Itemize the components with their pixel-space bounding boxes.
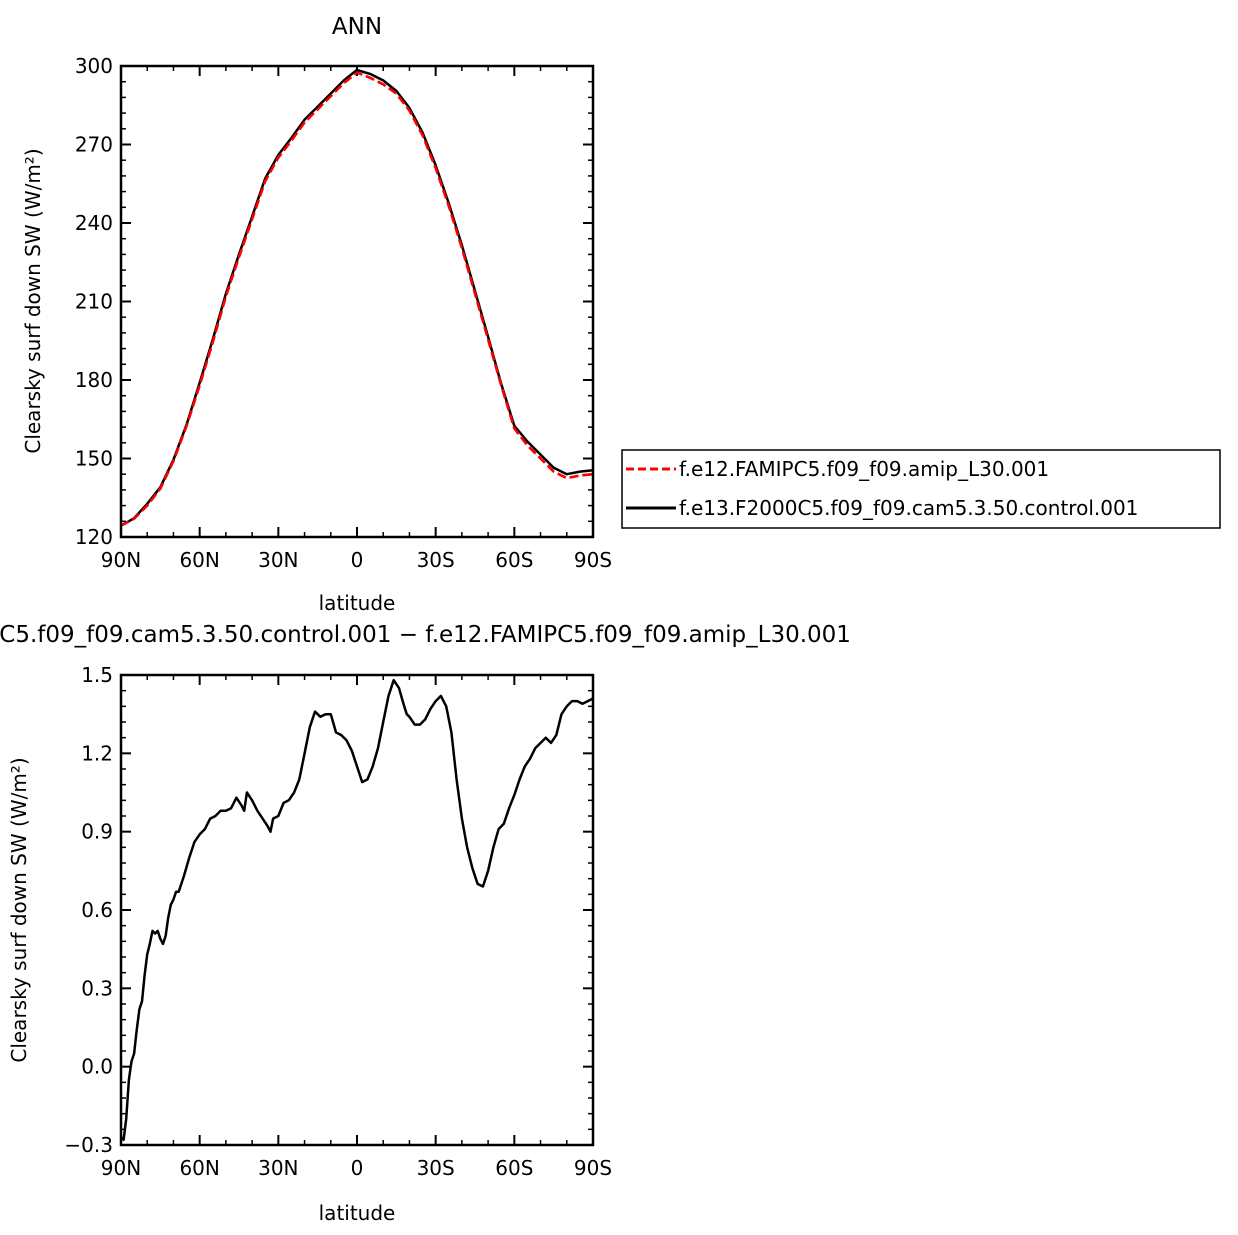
legend-box: [621, 449, 1221, 529]
bottom-x-axis-label: latitude: [319, 1201, 396, 1225]
top-x-tick-label: 30N: [258, 548, 298, 572]
bottom-x-tick-label: 30N: [258, 1156, 298, 1180]
bottom-chart-title: f.e13.F2000C5.f09_f09.cam5.3.50.control.…: [0, 622, 851, 648]
top-series-group: [120, 68, 594, 527]
legend-label-amip: f.e12.FAMIPC5.f09_f09.amip_L30.001: [679, 457, 1049, 481]
top-plot-frame: [119, 64, 595, 539]
top-chart-title: ANN: [332, 14, 382, 40]
bottom-x-tick-label: 90N: [101, 1156, 141, 1180]
top-x-tick-label: 30S: [417, 548, 455, 572]
top-y-tick-label: 120: [75, 525, 113, 549]
legend-label-control: f.e13.F2000C5.f09_f09.cam5.3.50.control.…: [679, 496, 1138, 520]
top-x-tick-label: 90S: [574, 548, 612, 572]
bottom-y-tick-label: 0.3: [81, 976, 113, 1000]
top-y-tick-label: 300: [75, 54, 113, 78]
bottom-y-tick-label: 0.9: [81, 820, 113, 844]
bottom-axis-ticks: 90N 60N 30N 0 30S 60S 90S −0.3 0.0 0.3 0.6 0.9 1.2 1.…: [64, 663, 612, 1180]
top-series-line-overlay-0: [120, 71, 594, 527]
bottom-y-tick-label: 1.5: [81, 663, 113, 687]
top-x-tick-label: 60S: [495, 548, 533, 572]
legend: f.e12.FAMIPC5.f09_f09.amip_L30.001 f.e13…: [621, 449, 1221, 529]
top-x-tick-label: 90N: [101, 548, 141, 572]
bottom-x-tick-label: 60N: [179, 1156, 219, 1180]
top-x-axis-label: latitude: [319, 591, 396, 615]
bottom-plot-frame: [119, 673, 595, 1147]
top-y-tick-label: 150: [75, 447, 113, 471]
bottom-y-tick-label: 0.6: [81, 898, 113, 922]
top-series-line-1: [120, 68, 594, 527]
top-series-line-0: [120, 71, 594, 527]
bottom-x-tick-label: 90S: [574, 1156, 612, 1180]
bottom-x-tick-label: 0: [351, 1156, 364, 1180]
top-y-tick-label: 180: [75, 368, 113, 392]
top-y-tick-label: 210: [75, 290, 113, 314]
bottom-y-tick-label: 0.0: [81, 1055, 113, 1079]
top-y-axis-label: Clearsky surf down SW (W/m²): [21, 148, 45, 453]
top-panel: ANN Clearsky surf down SW (W/m²) latitud…: [21, 14, 612, 615]
bottom-y-tick-label: −0.3: [64, 1133, 113, 1157]
bottom-y-tick-label: 1.2: [81, 741, 113, 765]
bottom-y-axis-label: Clearsky surf down SW (W/m²): [7, 757, 31, 1062]
top-x-tick-label: 0: [351, 548, 364, 572]
bottom-series-group: [120, 678, 594, 1142]
bottom-panel: f.e13.F2000C5.f09_f09.cam5.3.50.control.…: [0, 622, 851, 1225]
bottom-x-tick-label: 60S: [495, 1156, 533, 1180]
bottom-x-tick-label: 30S: [417, 1156, 455, 1180]
bottom-series-line-0: [120, 678, 594, 1142]
top-y-tick-label: 240: [75, 211, 113, 235]
top-y-tick-label: 270: [75, 133, 113, 157]
top-x-tick-label: 60N: [179, 548, 219, 572]
